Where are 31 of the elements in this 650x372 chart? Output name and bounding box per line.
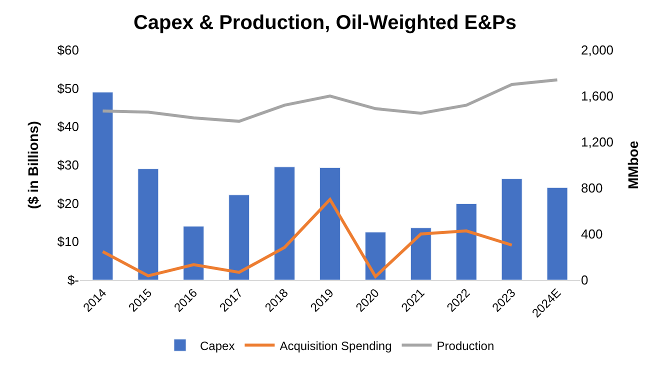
y-tick-label: $50 bbox=[57, 80, 79, 96]
y-tick-label: $10 bbox=[57, 234, 79, 250]
y-tick-label: $20 bbox=[57, 196, 79, 211]
bar bbox=[274, 166, 296, 280]
legend-label: Acquisition Spending bbox=[280, 338, 392, 353]
line-series bbox=[101, 78, 559, 123]
legend-label: Production bbox=[436, 338, 494, 353]
bar bbox=[410, 228, 432, 280]
y2-tick-label: 1,600 bbox=[581, 88, 614, 104]
chart-title: Capex & Production, Oil-Weighted E&Ps bbox=[133, 12, 517, 34]
y2-tick-label: 400 bbox=[581, 226, 603, 242]
bar bbox=[546, 187, 568, 280]
bar bbox=[501, 178, 522, 280]
y-axis-title: ($ in Billions) bbox=[24, 121, 41, 209]
y-tick-label: $60 bbox=[57, 42, 79, 58]
bar bbox=[183, 226, 204, 280]
bar bbox=[92, 92, 114, 280]
y2-axis-title: MMboe bbox=[624, 140, 641, 190]
line-series bbox=[101, 198, 514, 278]
y-tick-label: $40 bbox=[57, 119, 79, 134]
legend-label: Capex bbox=[200, 338, 235, 353]
bar bbox=[138, 168, 159, 280]
y2-tick-label: 800 bbox=[581, 180, 603, 196]
y2-tick-label: 1,200 bbox=[581, 134, 614, 150]
y2-tick-label: 0 bbox=[581, 272, 588, 288]
y2-tick-label: 2,000 bbox=[581, 42, 614, 58]
bar bbox=[320, 167, 340, 280]
y-tick-label: $30 bbox=[57, 158, 79, 173]
bar bbox=[456, 203, 477, 280]
bar bbox=[228, 194, 250, 280]
y-tick-label: $- bbox=[67, 272, 79, 288]
